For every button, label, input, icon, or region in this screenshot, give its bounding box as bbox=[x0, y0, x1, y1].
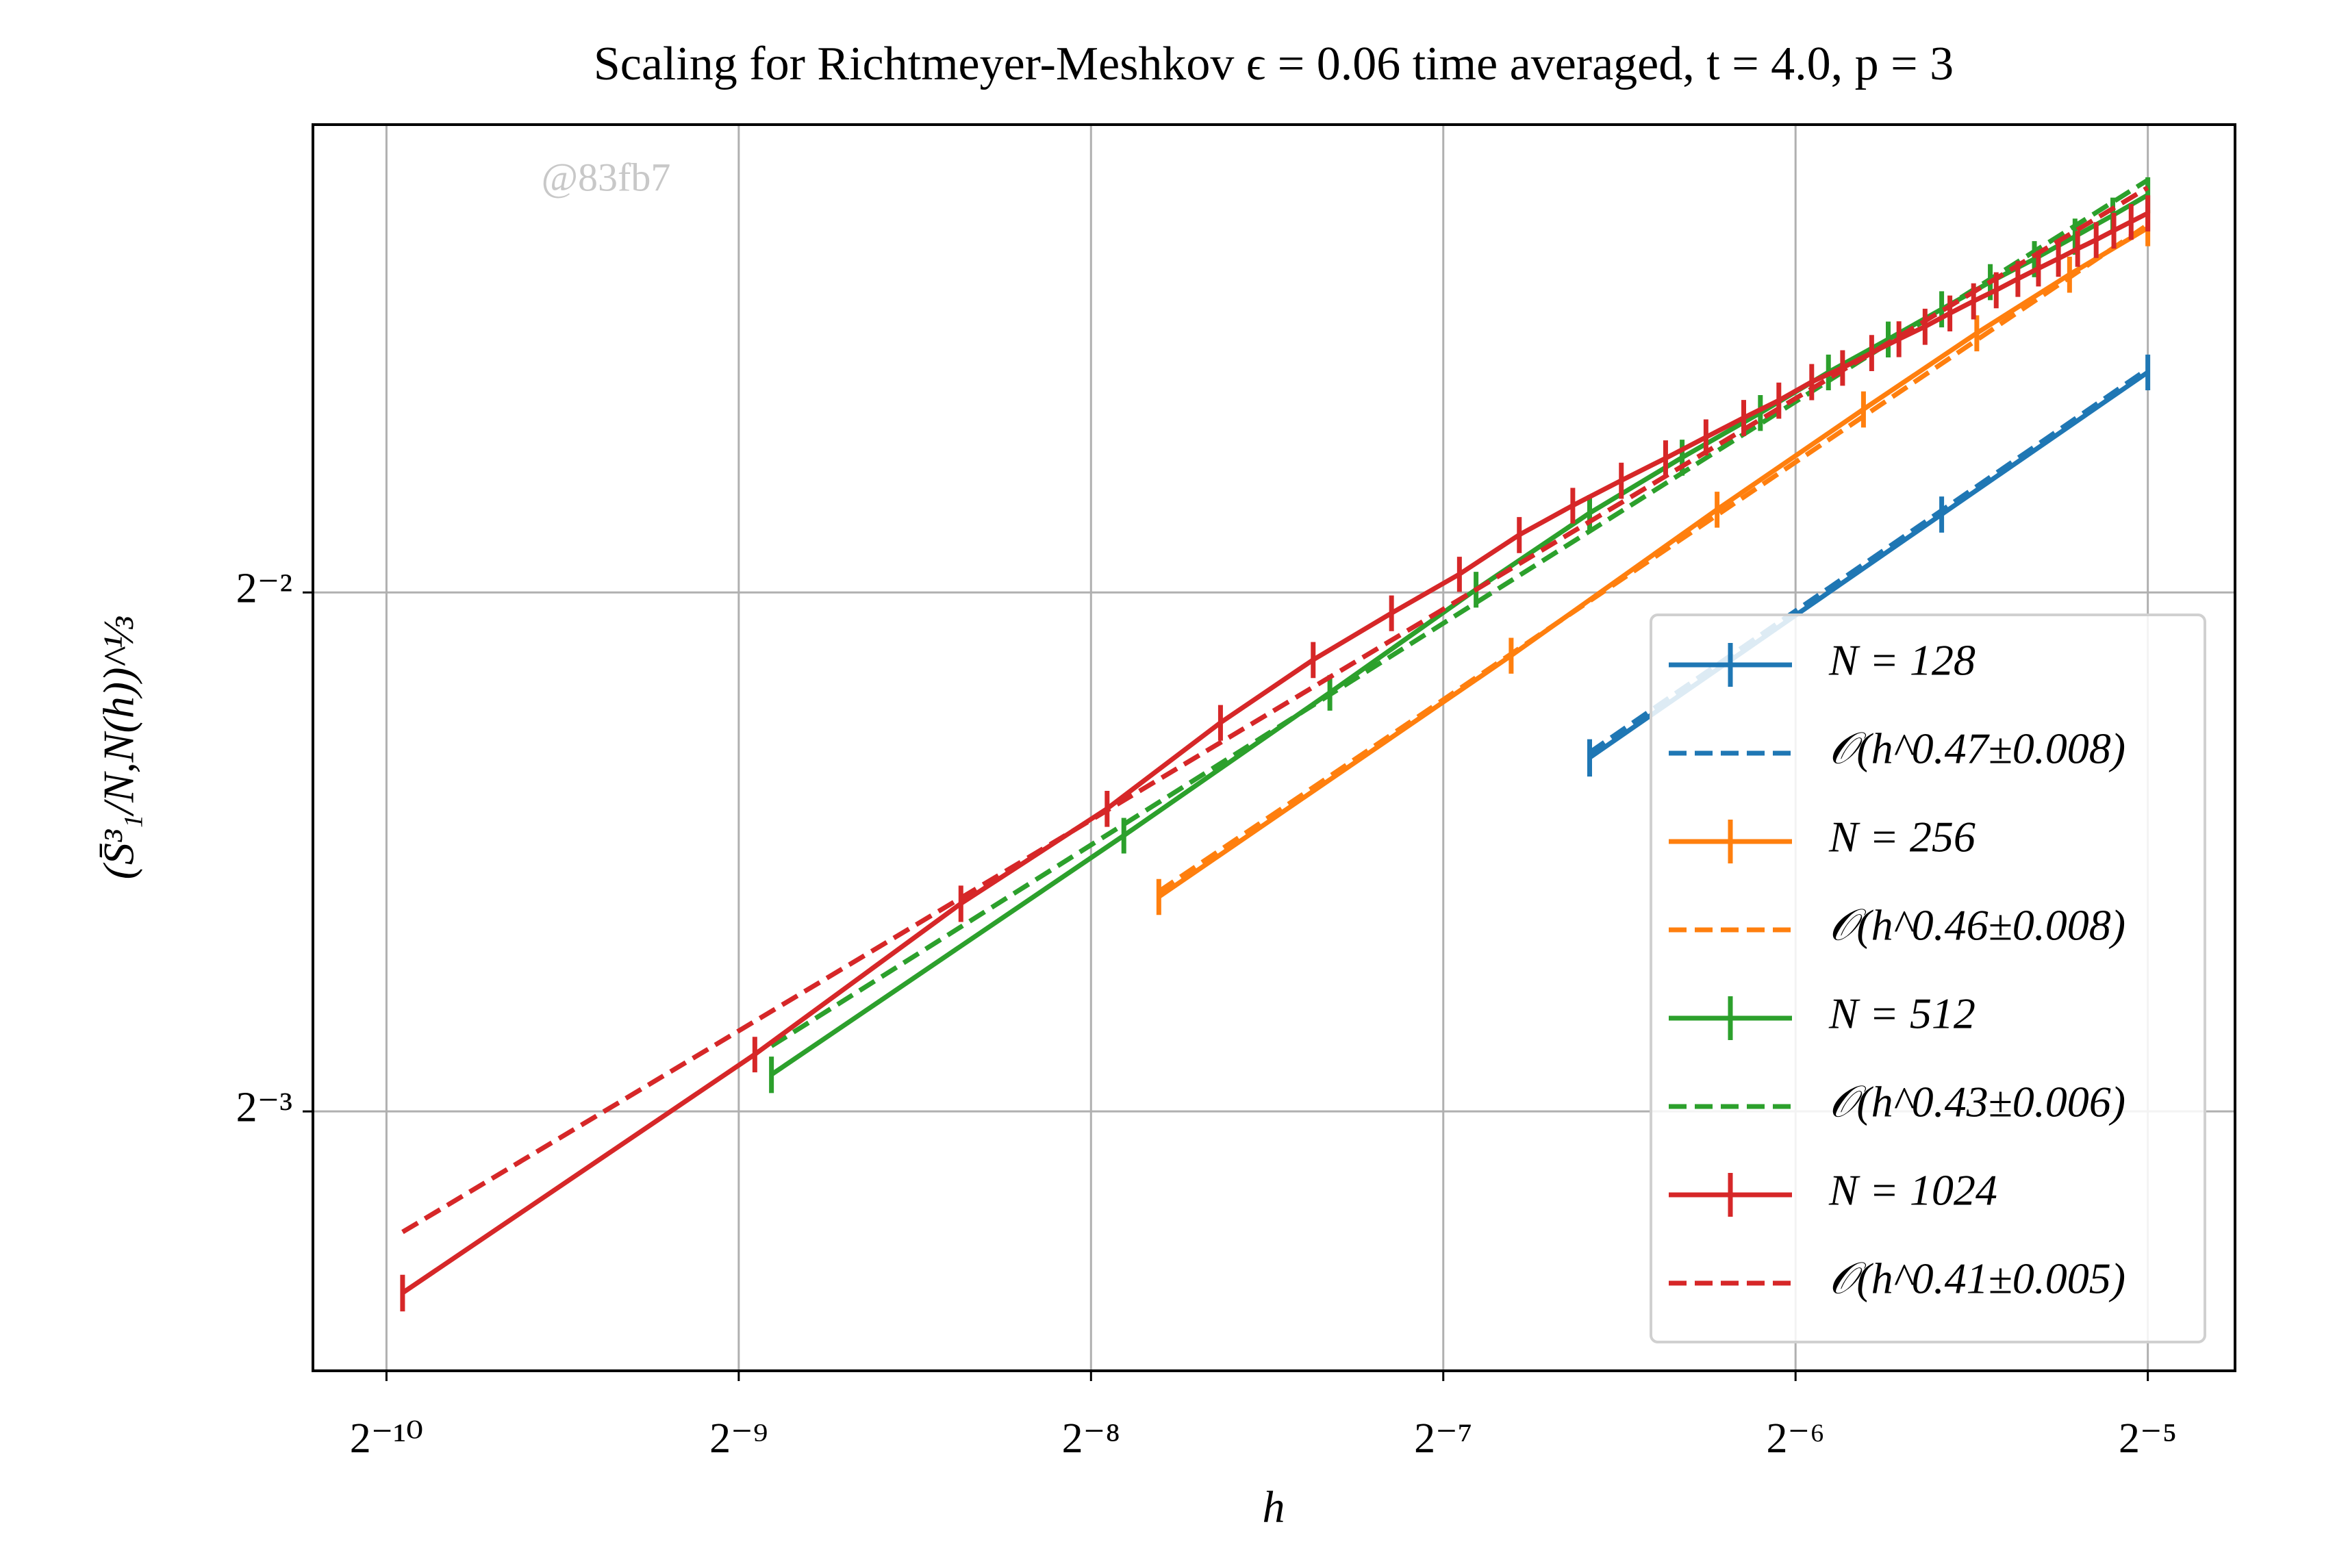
legend-label: 𝒪(h^0.47±0.008) bbox=[1829, 724, 2125, 773]
x-tick-label: 2⁻⁶ bbox=[1767, 1415, 1825, 1462]
x-axis-label: h bbox=[1263, 1482, 1285, 1532]
legend-label: N = 512 bbox=[1828, 989, 1976, 1038]
y-tick-label: 2⁻³ bbox=[236, 1084, 292, 1130]
legend-label: 𝒪(h^0.46±0.008) bbox=[1829, 901, 2125, 950]
legend-label: N = 256 bbox=[1828, 813, 1976, 861]
legend-label: N = 128 bbox=[1828, 636, 1976, 685]
chart-title: Scaling for Richtmeyer-Meshkov ϵ = 0.06 … bbox=[594, 38, 1954, 90]
x-tick-label: 2⁻⁷ bbox=[1414, 1415, 1472, 1462]
x-tick-label: 2⁻⁸ bbox=[1062, 1415, 1120, 1462]
fit-line bbox=[1157, 223, 2149, 894]
watermark: @83fb7 bbox=[542, 155, 671, 199]
x-tick-label: 2⁻⁵ bbox=[2119, 1415, 2177, 1462]
legend-box bbox=[1650, 614, 2206, 1343]
y-axis-label: (S̄³₁/N,N(h))^⅓ bbox=[94, 616, 143, 880]
axes-frame bbox=[312, 123, 2236, 1372]
x-tick-label: 2⁻¹⁰ bbox=[350, 1415, 423, 1462]
x-tick-label: 2⁻⁹ bbox=[709, 1415, 768, 1462]
fit-line bbox=[770, 177, 2149, 1048]
y-tick-label: 2⁻² bbox=[236, 565, 292, 611]
legend-label: 𝒪(h^0.41±0.005) bbox=[1829, 1254, 2125, 1303]
fit-line bbox=[401, 185, 2149, 1235]
legend-label: N = 1024 bbox=[1828, 1166, 1997, 1215]
legend-label: 𝒪(h^0.43±0.006) bbox=[1829, 1078, 2125, 1126]
